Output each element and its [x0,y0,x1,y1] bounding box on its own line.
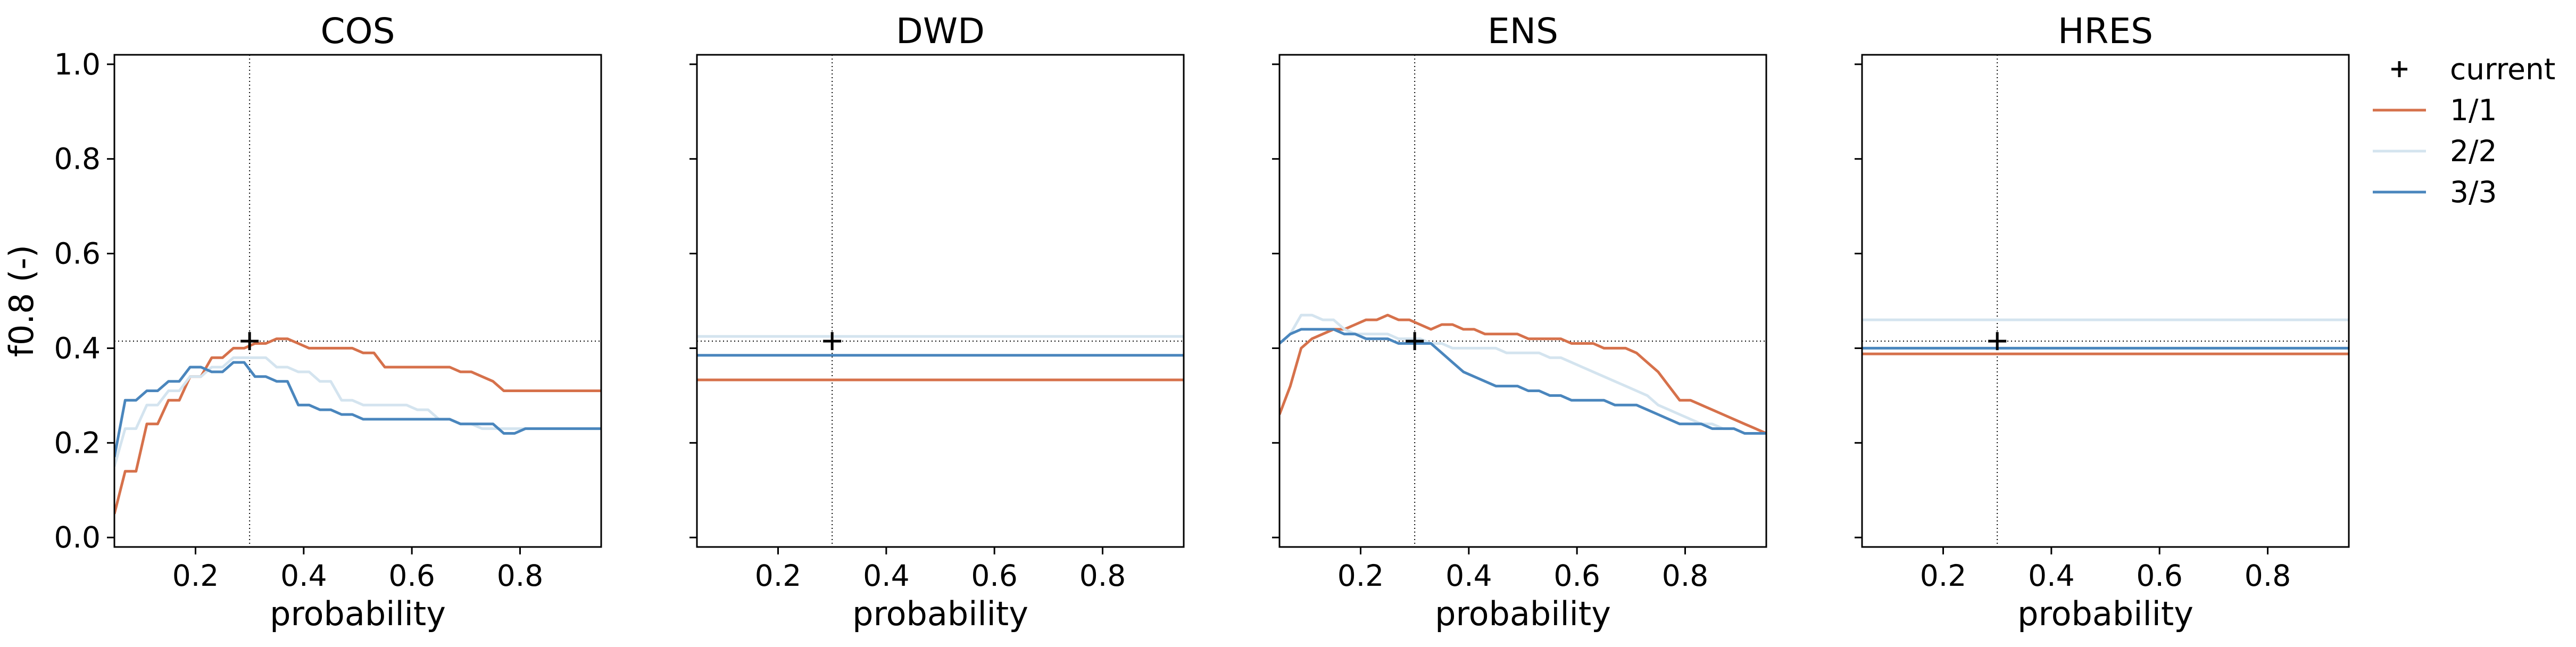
panels: COS 0.2 0.4 0.6 0.8 probability 0.0 0.2 0.4 0.6 0.… [54,11,2350,633]
y-tick-label: 0.0 [54,520,101,554]
panel-title: DWD [896,11,985,52]
series-line-3-3 [1279,328,1766,435]
y-tick-label: 0.6 [54,237,101,271]
series-line-3-3 [114,361,601,458]
legend: current 1/1 2/2 3/3 [2373,52,2555,209]
x-tick-label: 0.6 [1553,559,1600,593]
legend-label: 3/3 [2450,175,2497,209]
plot-frame [696,54,1185,548]
series-line-1-1 [1279,313,1766,435]
legend-item-s1: 1/1 [2373,93,2497,127]
x-tick-label: 0.2 [172,559,219,593]
legend-item-current: current [2391,52,2555,86]
series-line-2-2 [114,356,601,467]
panel-hres: HRES 0.2 0.4 0.6 0.8 probability [1855,11,2350,633]
plot-frame [1278,54,1767,548]
series-group [697,335,1184,381]
x-tick-label: 0.8 [497,559,543,593]
panel-title: HRES [2058,11,2153,52]
panel-title: ENS [1488,11,1558,52]
x-tick-label: 0.8 [1079,559,1126,593]
series-group [1279,313,1766,435]
x-axis-label: probability [852,594,1028,633]
plot-frame [113,54,602,548]
x-tick-label: 0.2 [755,559,801,593]
x-axis-label: probability [1435,594,1611,633]
series-group [114,337,601,515]
y-tick-label: 0.4 [54,331,101,365]
series-line-1-1 [114,337,601,515]
x-tick-label: 0.4 [1445,559,1492,593]
current-marker [823,332,842,351]
x-tick-label: 0.8 [2245,559,2291,593]
y-tick-label: 0.8 [54,142,101,176]
x-tick-label: 0.4 [280,559,327,593]
x-axis-label: probability [2017,594,2193,633]
series-group [1862,318,2349,355]
panel-dwd: DWD 0.2 0.4 0.6 0.8 probability [689,11,1185,633]
current-marker [240,332,259,351]
panel-cos: COS 0.2 0.4 0.6 0.8 probability 0.0 0.2 0.4 0.6 0.… [54,11,602,633]
series-line-2-2 [1279,313,1766,435]
x-tick-label: 0.2 [1337,559,1384,593]
legend-label: 2/2 [2450,134,2497,168]
x-tick-label: 0.2 [1920,559,1966,593]
legend-label: 1/1 [2450,93,2497,127]
x-tick-label: 0.8 [1662,559,1708,593]
x-tick-label: 0.6 [971,559,1017,593]
x-tick-label: 0.6 [2136,559,2182,593]
legend-item-s3: 3/3 [2373,175,2497,209]
panel-ens: ENS 0.2 0.4 0.6 0.8 probability [1272,11,1767,633]
plot-frame [1861,54,2350,548]
current-marker [1988,332,2007,351]
y-axis-label: f0.8 (-) [2,245,41,357]
y-tick-label: 0.2 [54,426,101,460]
current-marker [1406,332,1424,351]
legend-item-s2: 2/2 [2373,134,2497,168]
y-tick-label: 1.0 [54,47,101,81]
x-tick-label: 0.4 [2028,559,2074,593]
panel-title: COS [321,11,395,52]
x-tick-label: 0.4 [863,559,909,593]
legend-label: current [2450,52,2555,86]
x-tick-label: 0.6 [388,559,435,593]
x-axis-label: probability [270,594,446,633]
